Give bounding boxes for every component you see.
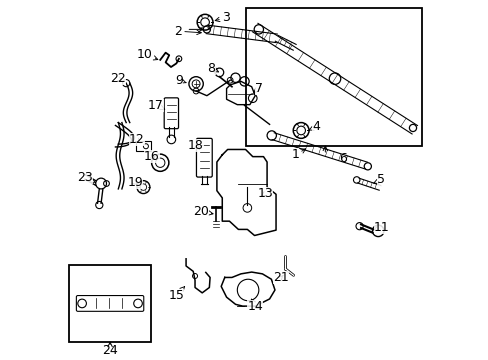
Text: 11: 11: [373, 221, 388, 234]
Text: 21: 21: [273, 271, 288, 284]
Bar: [136, 140, 151, 151]
Text: 20: 20: [192, 205, 213, 218]
Text: 15: 15: [168, 287, 184, 302]
Text: 5: 5: [373, 174, 385, 186]
Bar: [69, 265, 151, 342]
Text: 7: 7: [253, 82, 263, 95]
Text: 24: 24: [102, 345, 118, 357]
Text: 16: 16: [144, 150, 160, 163]
Text: 10: 10: [137, 48, 158, 61]
Text: 1: 1: [291, 148, 305, 161]
Text: 8: 8: [207, 62, 218, 75]
Text: 23: 23: [77, 171, 95, 184]
Text: 18: 18: [188, 139, 203, 152]
Text: 19: 19: [127, 176, 143, 189]
Text: 17: 17: [147, 99, 164, 112]
FancyBboxPatch shape: [164, 98, 178, 129]
Text: 3: 3: [215, 12, 229, 24]
Text: 14: 14: [247, 299, 263, 312]
FancyBboxPatch shape: [76, 296, 143, 311]
Bar: [246, 8, 421, 146]
Text: 13: 13: [257, 187, 273, 200]
Text: 12: 12: [129, 133, 144, 146]
Text: 22: 22: [110, 72, 126, 85]
Text: 6: 6: [338, 152, 346, 165]
Text: 9: 9: [175, 74, 185, 87]
Text: 2: 2: [174, 25, 201, 38]
FancyBboxPatch shape: [196, 138, 212, 177]
Text: 4: 4: [308, 120, 320, 134]
